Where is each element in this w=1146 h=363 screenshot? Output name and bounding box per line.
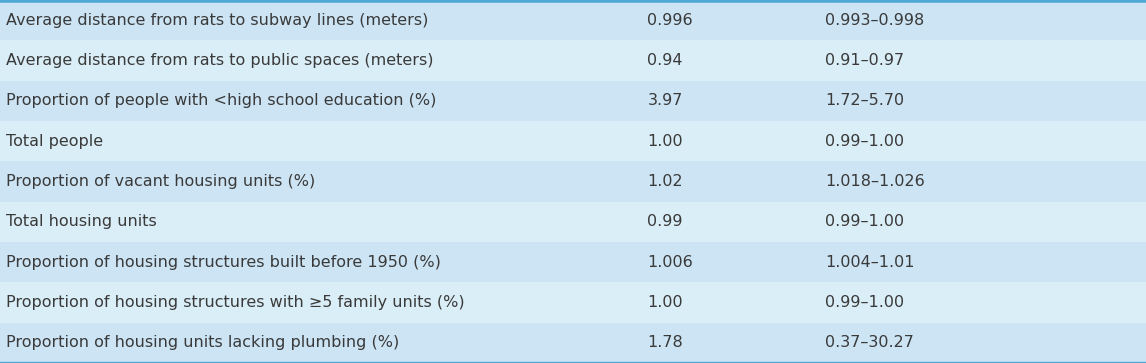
- Text: 1.004–1.01: 1.004–1.01: [825, 255, 915, 270]
- Text: Proportion of vacant housing units (%): Proportion of vacant housing units (%): [6, 174, 315, 189]
- Text: Average distance from rats to public spaces (meters): Average distance from rats to public spa…: [6, 53, 433, 68]
- Text: 0.94: 0.94: [647, 53, 683, 68]
- Text: 1.02: 1.02: [647, 174, 683, 189]
- Text: 3.97: 3.97: [647, 93, 683, 108]
- Text: 0.37–30.27: 0.37–30.27: [825, 335, 915, 350]
- Text: 0.996: 0.996: [647, 13, 693, 28]
- Text: 0.91–0.97: 0.91–0.97: [825, 53, 904, 68]
- FancyBboxPatch shape: [0, 81, 1146, 121]
- Text: Proportion of people with <high school education (%): Proportion of people with <high school e…: [6, 93, 437, 108]
- Text: Proportion of housing structures built before 1950 (%): Proportion of housing structures built b…: [6, 255, 440, 270]
- FancyBboxPatch shape: [0, 323, 1146, 363]
- FancyBboxPatch shape: [0, 0, 1146, 40]
- Text: 0.993–0.998: 0.993–0.998: [825, 13, 925, 28]
- Text: Total housing units: Total housing units: [6, 214, 157, 229]
- Text: 1.006: 1.006: [647, 255, 693, 270]
- Text: 0.99–1.00: 0.99–1.00: [825, 214, 904, 229]
- Text: 0.99–1.00: 0.99–1.00: [825, 134, 904, 149]
- Text: 0.99–1.00: 0.99–1.00: [825, 295, 904, 310]
- Text: 1.00: 1.00: [647, 134, 683, 149]
- FancyBboxPatch shape: [0, 40, 1146, 81]
- FancyBboxPatch shape: [0, 242, 1146, 282]
- Text: Total people: Total people: [6, 134, 103, 149]
- Text: Average distance from rats to subway lines (meters): Average distance from rats to subway lin…: [6, 13, 429, 28]
- FancyBboxPatch shape: [0, 282, 1146, 323]
- Text: Proportion of housing units lacking plumbing (%): Proportion of housing units lacking plum…: [6, 335, 399, 350]
- FancyBboxPatch shape: [0, 202, 1146, 242]
- FancyBboxPatch shape: [0, 121, 1146, 161]
- FancyBboxPatch shape: [0, 161, 1146, 202]
- Text: Proportion of housing structures with ≥5 family units (%): Proportion of housing structures with ≥5…: [6, 295, 464, 310]
- Text: 1.018–1.026: 1.018–1.026: [825, 174, 925, 189]
- Text: 1.72–5.70: 1.72–5.70: [825, 93, 904, 108]
- Text: 1.78: 1.78: [647, 335, 683, 350]
- Text: 1.00: 1.00: [647, 295, 683, 310]
- Text: 0.99: 0.99: [647, 214, 683, 229]
